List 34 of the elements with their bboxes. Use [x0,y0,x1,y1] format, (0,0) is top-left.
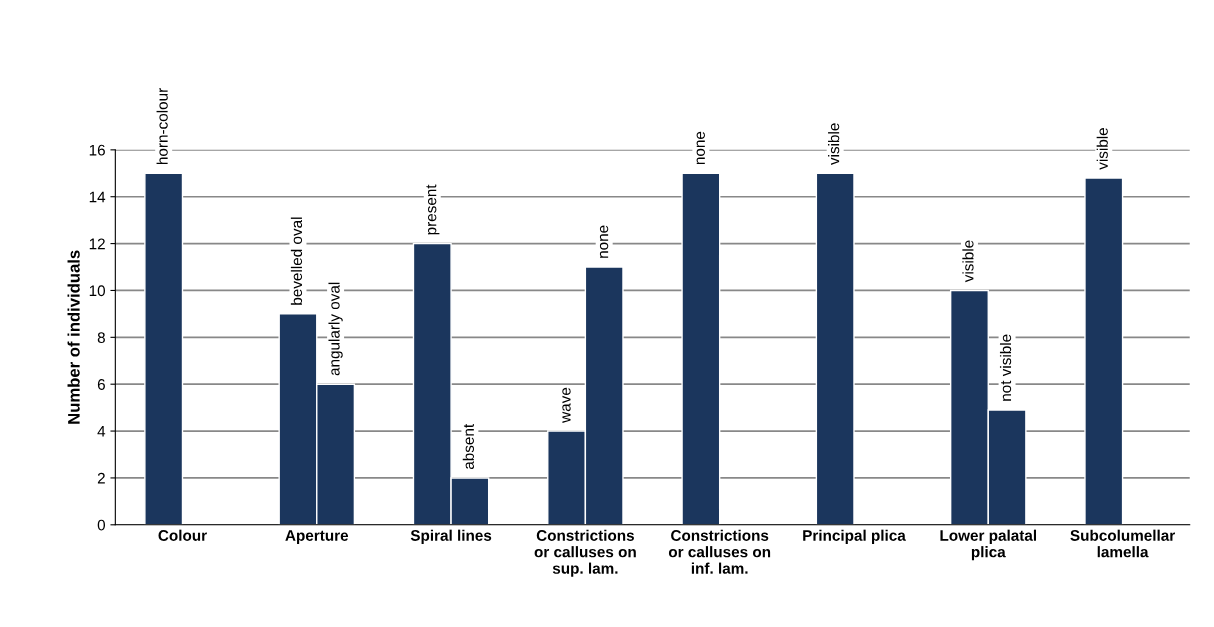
data-label: bevelled oval [290,217,303,305]
data-label: horn-colour [156,88,168,165]
y-tick-label: 12 [89,238,105,250]
y-tick-label: 6 [97,379,105,390]
data-label: none [696,131,705,165]
y-tick-label: 4 [97,426,106,437]
data-label: not visible [999,334,1012,401]
y-axis-title: Number of individuals [67,250,80,424]
x-tick-label: Subcolumellar lamella [1070,529,1175,558]
data-label: angularly oval [328,282,343,376]
y-tick-label: 2 [97,472,105,484]
bar [1084,177,1124,525]
bar [815,172,855,525]
y-tick-label: 14 [89,191,106,203]
x-tick-label: Aperture [285,530,349,544]
y-tick-label: 10 [89,285,106,297]
x-tick-label: Principal plica [803,529,906,544]
x-tick-label: Lower palatal plica [940,529,1037,561]
data-label: none [599,225,609,258]
data-label: visible [1096,128,1108,170]
y-tick-label: 8 [97,332,105,344]
x-tick-label: Constrictions or calluses on inf. lam. [668,529,771,574]
data-label: wave [562,387,571,423]
data-label: visible [828,123,840,166]
bar [681,172,721,525]
data-label: present [426,184,440,235]
x-tick-label: Spiral lines [410,529,492,544]
x-tick-label: Colour [158,529,207,541]
data-label: visible [962,240,974,283]
y-tick-label: 0 [97,519,106,531]
data-label: absent [462,423,474,470]
bar [144,172,184,525]
y-tick-label: 16 [89,144,105,156]
x-tick-label: Constrictions or calluses on sup. lam. [534,529,636,577]
